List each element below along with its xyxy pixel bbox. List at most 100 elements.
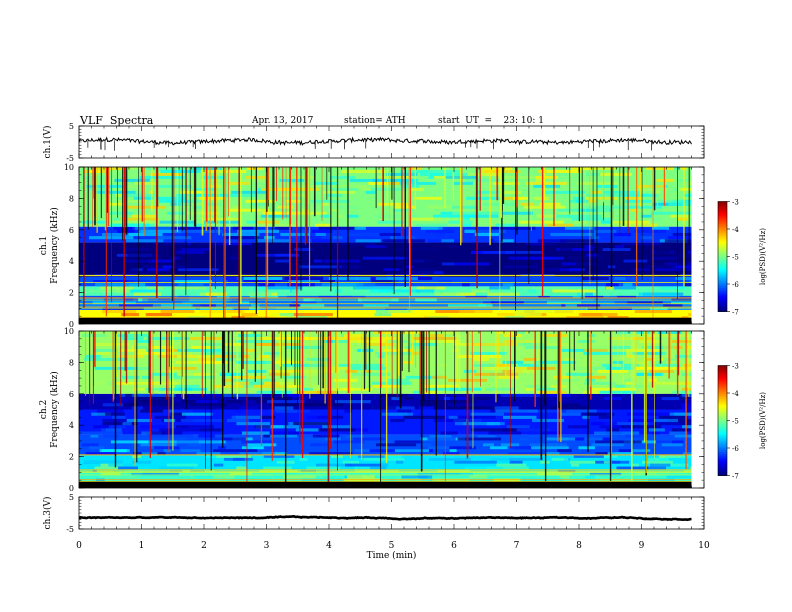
spectrogram-texture — [282, 276, 324, 281]
time-axis: 0 1 2 3 4 5 6 7 8 9 10 Time (min) — [76, 541, 710, 561]
colorbar-swatch — [718, 398, 727, 401]
spectrogram-texture — [100, 286, 134, 290]
spectrogram-texture — [578, 446, 595, 450]
spectrogram-texture — [591, 236, 599, 240]
spectrogram-texture — [424, 384, 460, 388]
spectrogram-texture — [99, 449, 127, 453]
spectrogram-texture — [140, 443, 177, 447]
spectrogram-texture — [650, 463, 671, 467]
spectrogram-texture — [275, 226, 292, 230]
colorbar-swatch — [718, 236, 727, 239]
x-tick-label: 4 — [326, 541, 332, 551]
spectrogram-texture — [614, 384, 626, 388]
colorbar-swatch — [718, 468, 727, 471]
y-tick-label: 10 — [64, 163, 74, 172]
colorbar-swatch — [718, 457, 727, 460]
colorbar-swatch — [718, 212, 727, 215]
spectrogram-texture — [157, 236, 192, 240]
spectrogram-texture — [181, 412, 213, 416]
spectrogram-texture — [199, 309, 245, 314]
spectrogram-texture — [647, 466, 667, 470]
spectrogram-texture — [393, 208, 413, 212]
spectrogram-texture — [635, 331, 651, 334]
spectrogram-texture — [153, 280, 189, 284]
spectrogram-texture — [443, 396, 451, 401]
colorbar-swatch — [718, 389, 727, 392]
colorbar-swatch — [718, 219, 727, 223]
spectrogram-texture — [355, 283, 376, 287]
spectrogram-texture — [343, 478, 380, 482]
x-tick-label: 7 — [514, 541, 520, 551]
spectrogram-texture — [286, 336, 329, 340]
spectrogram-texture — [373, 214, 419, 218]
spectrogram-texture — [553, 457, 569, 461]
spectrogram-texture — [524, 286, 568, 290]
spectrogram-texture — [241, 440, 273, 444]
spectrogram-texture — [573, 455, 604, 458]
spectrogram-texture — [454, 289, 467, 293]
spectrogram-texture — [114, 178, 150, 182]
spectrogram-texture — [258, 208, 265, 212]
colorbar-swatch — [718, 271, 727, 274]
colorbar-swatch — [718, 448, 727, 451]
spectrogram-texture — [556, 378, 581, 382]
spectrogram-texture — [558, 250, 567, 254]
spectrogram-texture — [586, 253, 599, 257]
colorbar-swatch — [718, 282, 727, 285]
spectrogram-texture — [514, 309, 551, 314]
spectrogram-texture — [591, 443, 624, 447]
spectrogram-texture — [470, 412, 504, 416]
colorbar-ch1: -3 -4 -5 -6 -7 log(PSD)(V²/Hz) — [717, 199, 767, 317]
spectrogram-texture — [478, 304, 487, 308]
spectrogram-texture — [305, 437, 343, 441]
spectrogram-texture — [251, 202, 267, 206]
spectrogram-texture — [643, 393, 682, 397]
spectrogram-texture — [467, 172, 499, 176]
spectrogram-texture — [647, 457, 660, 461]
spectrogram-texture — [556, 214, 571, 218]
spectrogram-texture — [232, 205, 240, 209]
ch2-spectrogram-panel: 0 2 4 6 8 10 Frequency (kHz)ch.2 — [39, 327, 705, 493]
spectrogram-texture — [148, 248, 181, 251]
colorbar-swatch — [718, 307, 727, 311]
spectrogram-texture — [491, 301, 524, 305]
spectrogram-texture — [519, 280, 541, 284]
spectrogram-texture — [113, 226, 133, 230]
spectrogram-texture — [658, 415, 688, 419]
spectrogram-texture — [159, 428, 200, 432]
spectrogram-texture — [389, 412, 414, 416]
spectrogram-texture — [430, 172, 476, 176]
spectrogram-texture — [400, 245, 417, 249]
spectrogram-texture — [203, 360, 230, 364]
spectrogram-texture — [524, 345, 560, 349]
start-time-label: start UT = 23: 10: 1 — [438, 116, 544, 126]
spectrogram-texture — [349, 178, 381, 182]
spectrogram-texture — [205, 437, 246, 441]
spectrogram-texture — [669, 412, 689, 416]
spectrogram-texture — [634, 229, 667, 233]
spectrogram-texture — [471, 478, 478, 482]
colorbar-swatch — [718, 208, 727, 212]
spectrogram-texture — [280, 208, 288, 212]
spectrogram-texture — [263, 381, 297, 385]
spectrogram-texture — [690, 217, 692, 221]
spectrogram-texture — [428, 205, 459, 209]
colorbar-swatch — [718, 304, 727, 307]
spectrogram-texture — [118, 304, 153, 308]
colorbar-swatch — [718, 291, 727, 294]
spectrogram-texture — [388, 393, 408, 397]
spectrogram-texture — [287, 175, 316, 179]
spectrogram-texture — [536, 472, 573, 476]
spectrogram-texture — [648, 369, 675, 373]
spectrogram-texture — [418, 169, 461, 173]
spectrogram-texture — [372, 336, 396, 340]
spectrogram-texture — [624, 199, 652, 203]
colorbar-swatch — [718, 413, 727, 416]
spectrogram-texture — [537, 384, 567, 388]
spectrogram-texture — [370, 280, 399, 284]
spectrogram-texture — [379, 232, 401, 237]
ch1-spectrogram-ylabel: Frequency (kHz) — [49, 207, 60, 284]
x-tick-label: 10 — [698, 541, 710, 551]
colorbar-swatch — [718, 451, 727, 454]
spectrogram-texture — [283, 475, 324, 479]
